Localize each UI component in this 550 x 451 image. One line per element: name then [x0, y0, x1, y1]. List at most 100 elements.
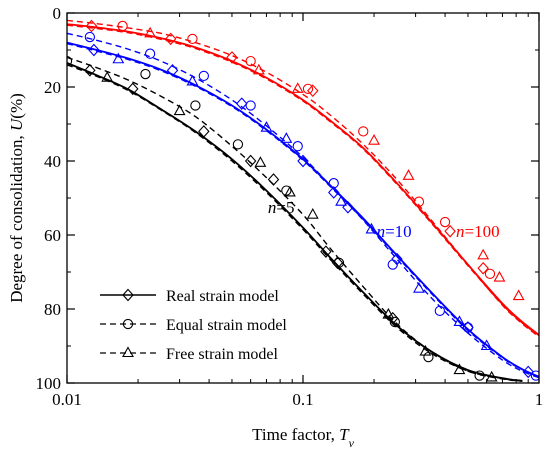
data-point-circle [140, 68, 151, 80]
data-point-diamond [164, 32, 177, 46]
data-point-triangle [477, 248, 490, 260]
data-point-triangle [335, 195, 348, 206]
plot-area [67, 19, 539, 382]
data-point-diamond [244, 154, 257, 168]
data-point-triangle [112, 52, 125, 64]
x-tick-label: 0.1 [292, 390, 313, 409]
y-tick-label: 40 [44, 152, 61, 171]
series-line-free-strain [67, 43, 539, 378]
data-point-triangle [493, 270, 506, 282]
data-point-triangle [419, 344, 432, 356]
annotation-symbol: n [268, 198, 277, 217]
series-group-n-5 [67, 55, 523, 382]
y-tick-label: 20 [44, 78, 61, 97]
data-point-circle [387, 259, 398, 270]
data-point-diamond [320, 245, 332, 258]
data-point-triangle [485, 370, 498, 382]
series-group-n-100 [67, 19, 539, 338]
legend-marker-diamond [122, 288, 134, 302]
legend-marker-triangle [122, 346, 134, 358]
data-point-diamond [235, 97, 248, 110]
data-point-diamond [267, 173, 280, 186]
series-line-free-strain [67, 24, 539, 337]
data-point-diamond [85, 19, 98, 33]
legend: Real strain model Equal strain model Free … [100, 288, 287, 363]
data-point-triangle [453, 315, 466, 327]
data-point-triangle [186, 74, 199, 86]
annotation-label: n=100 [456, 222, 500, 241]
data-point-triangle [402, 169, 415, 180]
data-point-circle [198, 70, 209, 82]
annotation-value: =10 [385, 222, 412, 241]
annotation-symbol: n [377, 222, 386, 241]
data-point-triangle [252, 63, 265, 75]
data-point-circle [474, 370, 485, 381]
annotation-label: n=5 [268, 198, 295, 217]
data-point-circle [144, 48, 156, 59]
data-point-circle [292, 141, 303, 152]
data-point-circle [117, 20, 128, 32]
data-point-circle [439, 216, 451, 228]
data-point-triangle [173, 104, 186, 116]
series-group-n-10 [67, 31, 539, 381]
data-point-triangle [283, 185, 296, 197]
data-point-triangle [453, 363, 466, 375]
y-tick-label: 100 [36, 374, 62, 393]
data-point-triangle [512, 289, 525, 301]
series-line-real-strain [67, 23, 539, 336]
data-point-circle [358, 126, 369, 137]
data-point-triangle [254, 156, 267, 167]
legend-label: Real strain model [166, 288, 279, 305]
data-point-diamond [127, 82, 139, 96]
data-point-triangle [365, 222, 378, 234]
data-point-triangle [480, 339, 493, 351]
data-point-triangle [382, 307, 395, 319]
data-point-diamond [198, 125, 210, 138]
data-point-circle [328, 178, 339, 189]
data-point-circle [302, 83, 314, 94]
y-tick-label: 0 [53, 4, 62, 23]
data-point-circle [245, 55, 256, 67]
data-point-diamond [307, 84, 319, 98]
data-point-circle [462, 322, 474, 333]
data-point-triangle [260, 121, 273, 132]
data-point-diamond [297, 154, 309, 168]
data-point-diamond [444, 224, 456, 238]
data-point-triangle [291, 82, 304, 93]
data-point-circle [245, 100, 256, 111]
data-point-triangle [368, 134, 380, 145]
data-point-circle [333, 257, 345, 268]
data-point-circle [281, 185, 292, 196]
data-point-diamond [522, 365, 534, 379]
data-point-circle [187, 33, 198, 45]
series-line-equal-strain [67, 19, 539, 338]
annotation-label: n=10 [377, 222, 412, 241]
series-line-real-strain [67, 62, 523, 382]
legend-label: Free strain model [166, 346, 279, 363]
data-point-circle [232, 139, 244, 150]
data-point-triangle [306, 208, 319, 219]
data-point-circle [190, 100, 201, 111]
x-axis-title: Time factor, Tv [252, 425, 354, 450]
data-point-diamond [84, 64, 96, 77]
legend-marker-circle [122, 318, 134, 330]
data-point-circle [530, 370, 539, 381]
data-point-diamond [88, 43, 100, 57]
data-point-circle [484, 268, 496, 279]
x-tick-label: 1 [535, 390, 544, 409]
data-point-diamond [477, 261, 489, 275]
x-tick-label: 0.01 [52, 390, 82, 409]
data-point-triangle [101, 71, 114, 82]
data-point-circle [434, 305, 445, 316]
series-line-free-strain [67, 64, 523, 382]
series-line-equal-strain [67, 32, 539, 379]
data-point-circle [84, 31, 96, 43]
data-point-triangle [413, 282, 425, 293]
y-tick-label: 60 [44, 226, 61, 245]
annotation-value: =100 [465, 222, 500, 241]
data-point-circle [413, 196, 425, 207]
annotation-value: =5 [276, 198, 294, 217]
